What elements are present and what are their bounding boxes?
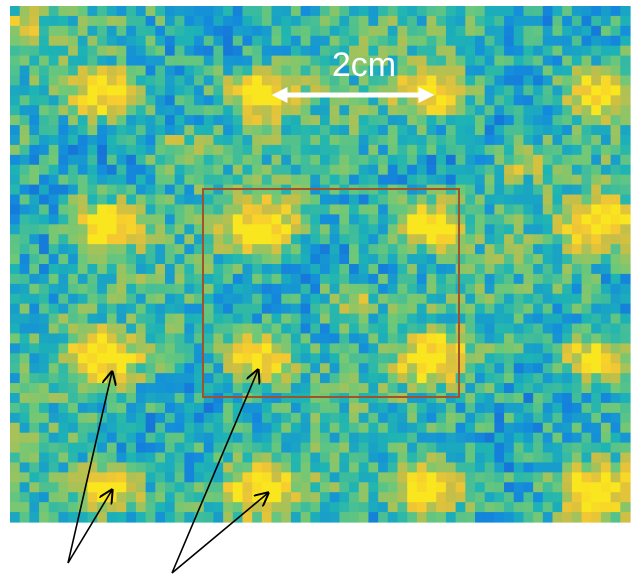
scale-bar-label: 2cm xyxy=(331,46,397,84)
